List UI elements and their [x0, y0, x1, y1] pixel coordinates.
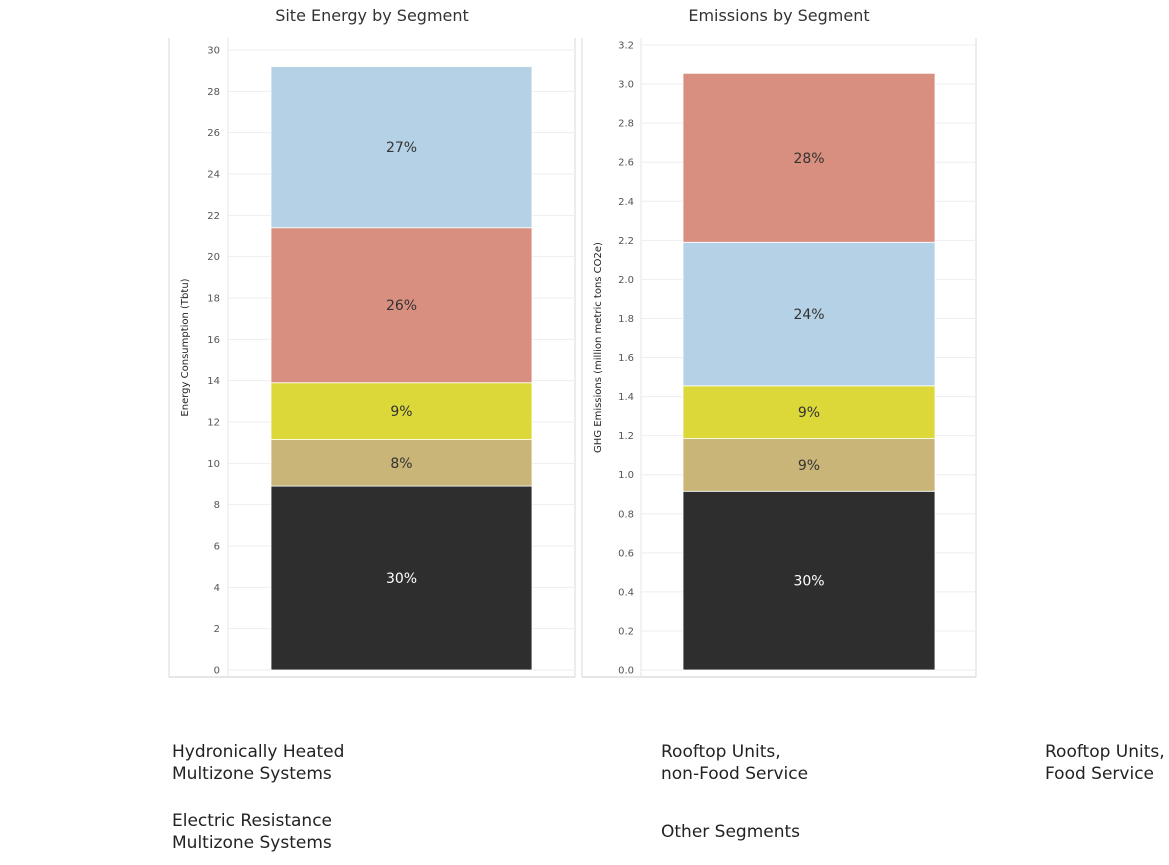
energy-y-tick-label: 26 — [207, 128, 220, 139]
restaurant-icon — [963, 737, 1017, 790]
rooftop-unit-icon — [514, 742, 572, 789]
energy-chart-title: Site Energy by Segment — [275, 6, 469, 25]
boiler-icon — [23, 748, 82, 788]
energy-y-axis-label: Energy Consumption (Tbtu) — [180, 278, 191, 416]
emissions-y-tick-label: 0.8 — [618, 509, 634, 520]
emissions-y-tick-label: 1.6 — [618, 353, 634, 364]
energy-bar-segment-electric — [270, 439, 533, 487]
rooftop-unit-icon — [899, 744, 948, 784]
energy-segment-label-rtu_nonfood: 26% — [386, 298, 417, 314]
energy-y-tick-label: 22 — [207, 211, 220, 222]
energy-bar-segment-rtu_nonfood — [270, 227, 533, 384]
energy-y-tick-label: 2 — [214, 624, 220, 635]
emissions-y-tick-label: 2.8 — [618, 119, 634, 130]
energy-y-tick-label: 18 — [207, 294, 220, 305]
energy-segment-label-electric: 8% — [390, 456, 412, 472]
legend-swatch-hydronic — [11, 729, 162, 795]
legend-swatch-electric — [11, 797, 162, 865]
emissions-bar-segment-rtu_nonfood — [682, 72, 936, 243]
legend-label-other: Other Segments — [661, 822, 801, 842]
energy-y-tick-label: 12 — [207, 418, 220, 429]
emissions-y-tick-label: 0.0 — [618, 666, 634, 677]
electric-recycle-icon — [32, 809, 78, 855]
emissions-y-tick-label: 1.2 — [618, 431, 634, 442]
emissions-y-tick-label: 3.0 — [618, 80, 634, 91]
energy-y-tick-label: 14 — [207, 376, 220, 387]
legend-swatch-other — [500, 797, 651, 865]
emissions-y-tick-label: 0.2 — [618, 626, 634, 637]
emissions-y-tick-label: 2.2 — [618, 236, 634, 247]
emissions-y-tick-label: 2.0 — [618, 275, 634, 286]
emissions-segment-label-rtu_nonfood: 28% — [793, 151, 824, 167]
legend-label-rtu-food: Rooftop Units, Food Service — [1045, 742, 1165, 784]
energy-y-tick-label: 10 — [207, 459, 220, 470]
legend-swatch-rtu-food — [884, 729, 1035, 796]
emissions-bar-segment-electric — [682, 438, 936, 492]
energy-y-tick-label: 20 — [207, 252, 220, 263]
emissions-y-tick-label: 1.4 — [618, 392, 634, 403]
legend-swatch-rtu-nonfood — [500, 729, 651, 795]
energy-y-tick-label: 8 — [214, 500, 220, 511]
energy-bar-segment-hydronic — [270, 66, 533, 229]
energy-y-tick-label: 30 — [207, 46, 220, 57]
energy-segment-label-other: 30% — [386, 571, 417, 587]
emissions-y-tick-label: 3.2 — [618, 41, 634, 52]
legend-label-hydronic: Hydronically Heated Multizone Systems — [172, 742, 345, 784]
emissions-y-axis-label: GHG Emissions (million metric tons CO2e) — [593, 242, 604, 453]
energy-y-tick-label: 6 — [214, 542, 220, 553]
emissions-segment-label-rtu_food: 9% — [798, 405, 820, 421]
energy-bar-segment-other — [270, 485, 533, 671]
emissions-segment-label-electric: 9% — [798, 458, 820, 474]
emissions-y-tick-label: 1.8 — [618, 314, 634, 325]
emissions-y-tick-label: 1.0 — [618, 470, 634, 481]
emissions-segment-label-other: 30% — [793, 574, 824, 590]
emissions-bar-segment-rtu_food — [682, 385, 936, 439]
energy-bar-segment-rtu_food — [270, 382, 533, 440]
emissions-y-tick-label: 0.4 — [618, 587, 634, 598]
emissions-segment-label-hydronic: 24% — [793, 307, 824, 323]
emissions-y-tick-label: 2.4 — [618, 197, 634, 208]
store-box-icon — [582, 740, 642, 791]
energy-segment-label-hydronic: 27% — [386, 140, 417, 156]
legend-label-rtu-nonfood: Rooftop Units, non-Food Service — [661, 742, 809, 784]
building-icon — [94, 739, 148, 792]
legend-label-electric: Electric Resistance Multizone Systems — [172, 811, 333, 853]
emissions-chart-title: Emissions by Segment — [688, 6, 870, 25]
energy-y-tick-label: 4 — [214, 583, 220, 594]
energy-y-tick-label: 0 — [214, 666, 220, 677]
emissions-y-tick-label: 0.6 — [618, 548, 634, 559]
energy-y-tick-label: 24 — [207, 170, 220, 181]
building-icon — [94, 808, 148, 861]
energy-segment-label-rtu_food: 9% — [390, 404, 412, 420]
energy-y-tick-label: 16 — [207, 335, 220, 346]
energy-y-tick-label: 28 — [207, 87, 220, 98]
emissions-bar-segment-hydronic — [682, 241, 936, 387]
emissions-bar-segment-other — [682, 490, 936, 671]
emissions-y-tick-label: 2.6 — [618, 158, 634, 169]
